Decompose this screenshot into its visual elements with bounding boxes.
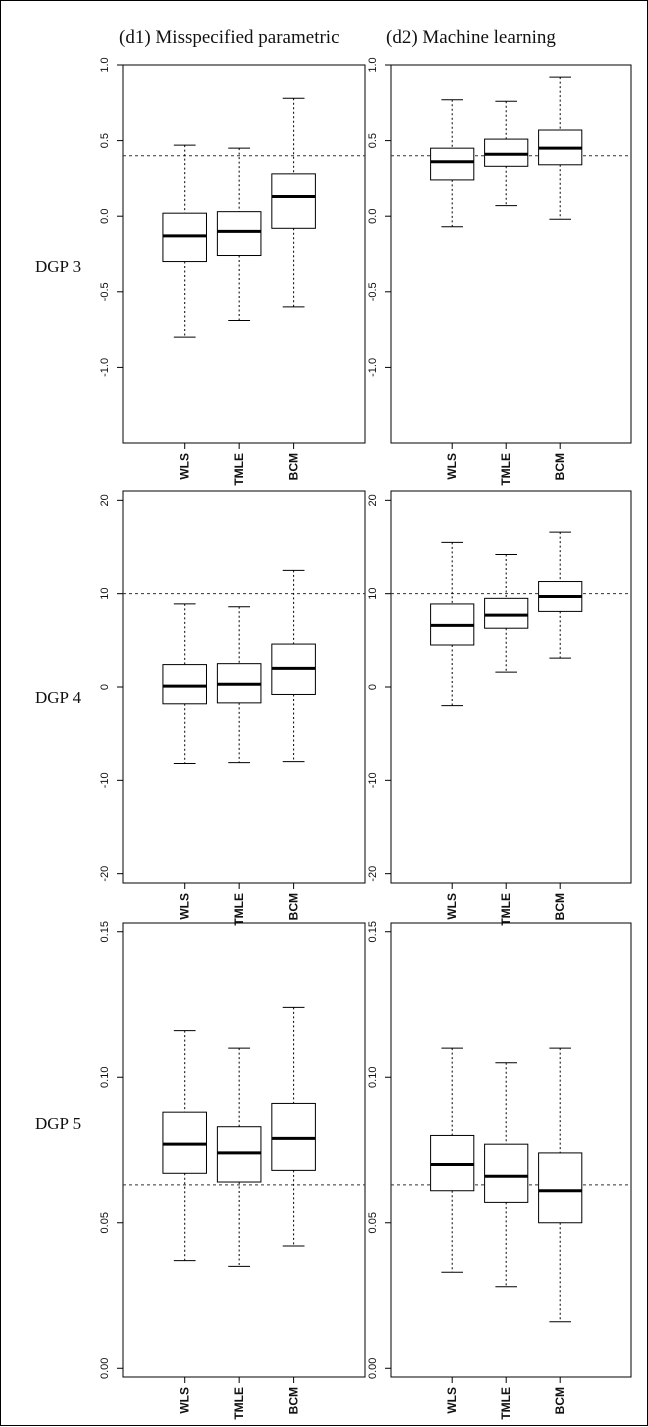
- y-tick-label: 10: [99, 588, 111, 600]
- y-tick-label: -20: [367, 866, 379, 882]
- y-tick-label: 0.5: [367, 133, 379, 148]
- boxplot-panel-6: 0.15 0.10 0.05 0.00 WLS TMLE BCM: [367, 921, 632, 1420]
- column-title-misspecified-parametric: (d1) Misspecified parametric: [119, 27, 340, 48]
- x-category-label-tmle: TMLE: [499, 1387, 513, 1420]
- interquartile-box: [538, 1152, 583, 1224]
- plot-frame: [122, 64, 366, 444]
- box-tmle: [216, 1047, 262, 1267]
- box-bcm: [271, 97, 316, 308]
- y-tick-label: 0.0: [99, 209, 111, 224]
- y-tick-label: 1.0: [367, 57, 379, 72]
- box-bcm: [538, 1047, 583, 1323]
- box-wls: [430, 541, 475, 707]
- box-bcm: [538, 76, 583, 220]
- box-bcm: [271, 569, 316, 763]
- y-tick-label: 0.05: [367, 1212, 379, 1233]
- y-tick-label: 0.15: [99, 921, 111, 942]
- y-tick-label: 0.10: [99, 1067, 111, 1088]
- plot-frame: [390, 922, 632, 1378]
- y-tick-label: 0.0: [367, 209, 379, 224]
- x-category-label-bcm: BCM: [287, 893, 301, 920]
- y-tick-label: -0.5: [99, 282, 111, 301]
- x-category-label-bcm: BCM: [553, 453, 567, 480]
- x-category-label-wls: WLS: [178, 1387, 192, 1414]
- x-category-label-wls: WLS: [178, 893, 192, 920]
- x-category-label-wls: WLS: [445, 1387, 459, 1414]
- boxplot-panel-1: 1.0 0.5 0.0 -0.5 -1.0 WLS TMLE BCM: [99, 57, 366, 486]
- y-tick-label: 0.5: [99, 133, 111, 148]
- row-label-dgp-5: DGP 5: [35, 1114, 82, 1133]
- interquartile-box: [430, 147, 475, 181]
- box-tmle: [484, 553, 529, 673]
- y-tick-label: 0.15: [367, 921, 379, 942]
- boxplot-panel-3: 20 10 0 -10 -20 WLS TMLE BCM: [99, 490, 366, 926]
- x-category-label-bcm: BCM: [553, 1387, 567, 1414]
- y-tick-label: -1.0: [99, 358, 111, 377]
- box-tmle: [216, 147, 262, 322]
- x-category-label-wls: WLS: [445, 453, 459, 480]
- y-tick-label: 0.00: [367, 1358, 379, 1379]
- plot-frame: [390, 64, 632, 444]
- y-tick-label: 10: [367, 588, 379, 600]
- y-tick-label: 1.0: [99, 57, 111, 72]
- interquartile-box: [484, 597, 529, 629]
- y-tick-label: 0: [99, 684, 111, 690]
- x-category-label-tmle: TMLE: [232, 453, 246, 486]
- x-category-label-bcm: BCM: [553, 893, 567, 920]
- y-tick-label: 0: [367, 684, 379, 690]
- interquartile-box: [162, 664, 207, 705]
- box-wls: [162, 1030, 207, 1262]
- y-tick-label: -10: [99, 772, 111, 788]
- interquartile-box: [216, 211, 262, 257]
- box-wls: [162, 603, 207, 765]
- box-tmle: [484, 1062, 529, 1288]
- row-label-dgp-3: DGP 3: [35, 257, 82, 276]
- box-tmle: [216, 606, 262, 764]
- y-tick-label: -20: [99, 866, 111, 882]
- boxplot-panel-5: 0.15 0.10 0.05 0.00 WLS TMLE BCM: [99, 921, 366, 1420]
- box-wls: [430, 1047, 475, 1273]
- interquartile-box: [271, 173, 316, 229]
- x-category-label-wls: WLS: [445, 893, 459, 920]
- plot-frame: [122, 922, 366, 1378]
- interquartile-box: [162, 212, 207, 263]
- interquartile-box: [484, 1143, 529, 1203]
- y-tick-label: 20: [99, 494, 111, 506]
- plot-frame: [390, 490, 632, 884]
- x-category-label-bcm: BCM: [287, 453, 301, 480]
- x-category-label-wls: WLS: [178, 453, 192, 480]
- x-category-label-tmle: TMLE: [499, 893, 513, 926]
- box-bcm: [538, 531, 583, 659]
- x-category-label-tmle: TMLE: [232, 1387, 246, 1420]
- row-label-dgp-4: DGP 4: [35, 688, 82, 707]
- y-tick-label: -10: [367, 772, 379, 788]
- y-tick-label: 0.10: [367, 1067, 379, 1088]
- y-tick-label: -0.5: [367, 282, 379, 301]
- boxplot-panel-4: 20 10 0 -10 -20 WLS TMLE BCM: [367, 490, 632, 926]
- y-tick-label: 0.00: [99, 1358, 111, 1379]
- box-bcm: [271, 1006, 316, 1247]
- box-tmle: [484, 100, 529, 207]
- boxplot-panel-2: 1.0 0.5 0.0 -0.5 -1.0 WLS TMLE BCM: [367, 57, 632, 486]
- y-tick-label: -1.0: [367, 358, 379, 377]
- interquartile-box: [484, 138, 529, 167]
- column-title-machine-learning: (d2) Machine learning: [386, 27, 556, 48]
- box-wls: [430, 99, 475, 228]
- y-tick-label: 20: [367, 494, 379, 506]
- y-tick-label: 0.05: [99, 1212, 111, 1233]
- x-category-label-tmle: TMLE: [232, 893, 246, 926]
- box-wls: [162, 144, 207, 338]
- x-category-label-bcm: BCM: [287, 1387, 301, 1414]
- x-category-label-tmle: TMLE: [499, 453, 513, 486]
